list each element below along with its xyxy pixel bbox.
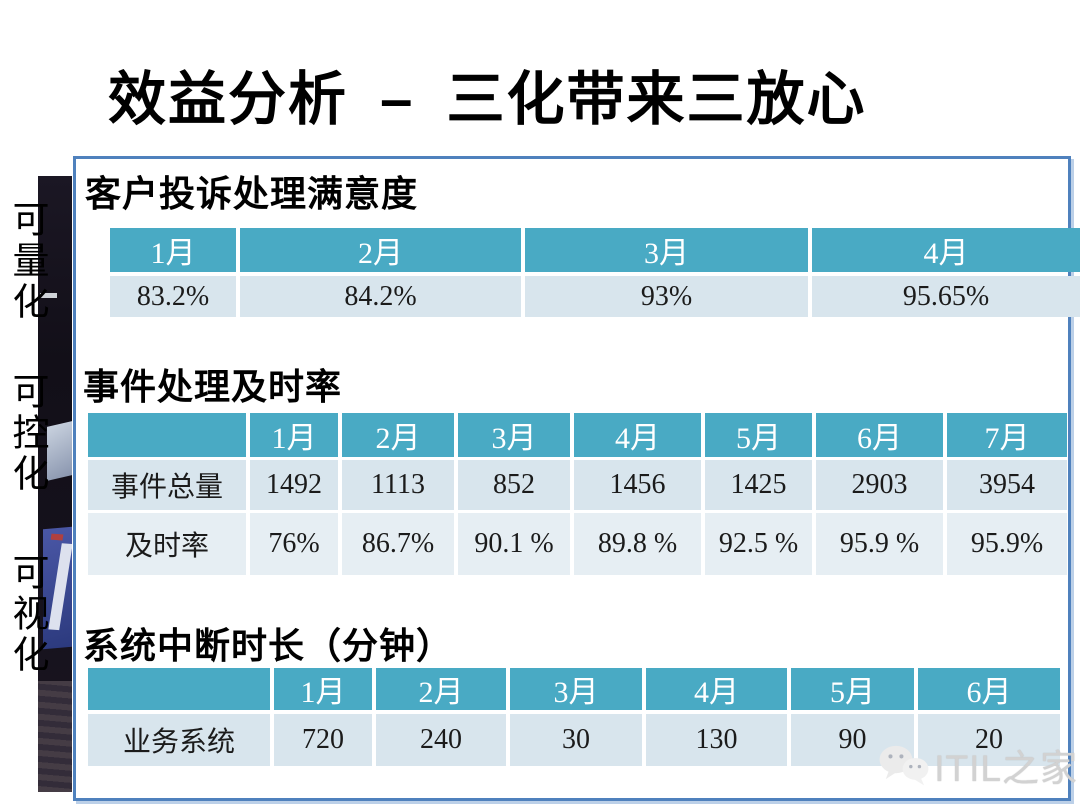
content-panel	[73, 156, 1071, 801]
data-cell: 92.5 %	[705, 513, 812, 575]
column-header-cell: 4月	[574, 413, 701, 457]
column-header-cell: 6月	[816, 413, 943, 457]
column-header-cell: 4月	[646, 668, 787, 710]
column-header-cell: 5月	[705, 413, 812, 457]
data-cell: 1425	[705, 460, 812, 510]
side-label-measurable: 可量化	[6, 200, 47, 323]
data-cell: 3954	[947, 460, 1067, 510]
photo-strip-highlight	[40, 293, 57, 298]
data-cell: 30	[510, 714, 642, 766]
column-header-cell: 6月	[918, 668, 1060, 710]
column-header-cell: 3月	[525, 228, 808, 272]
data-cell: 76%	[250, 513, 338, 575]
watermark: ITIL之家	[878, 736, 1078, 794]
data-cell: 95.9%	[947, 513, 1067, 575]
data-cell: 95.9 %	[816, 513, 943, 575]
column-header-cell: 1月	[110, 228, 236, 272]
slide-title: 效益分析 – 三化带来三放心	[108, 67, 867, 132]
row-label-cell: 业务系统	[88, 714, 270, 766]
photo-blue-screen-icon	[43, 526, 72, 650]
data-cell: 1492	[250, 460, 338, 510]
wechat-icon	[879, 745, 929, 786]
data-cell: 130	[646, 714, 787, 766]
data-cell: 720	[274, 714, 372, 766]
column-header-cell: 5月	[791, 668, 914, 710]
downtime-table: 1月 2月 3月 4月 5月 6月 业务系统 720 240 30 130 90…	[88, 668, 1060, 766]
data-cell: 1113	[342, 460, 454, 510]
column-header-cell: 3月	[510, 668, 642, 710]
column-header-cell: 1月	[274, 668, 372, 710]
column-header-cell: 3月	[458, 413, 570, 457]
column-header-cell	[88, 413, 246, 457]
incident-table: 1月 2月 3月 4月 5月 6月 7月 事件总量 1492 1113 852 …	[88, 413, 1067, 575]
data-cell: 852	[458, 460, 570, 510]
data-cell: 2903	[816, 460, 943, 510]
data-cell: 83.2%	[110, 276, 236, 317]
column-header-cell: 7月	[947, 413, 1067, 457]
column-header-cell: 2月	[342, 413, 454, 457]
section-heading-timeliness: 事件处理及时率	[83, 366, 343, 407]
photo-strip	[38, 176, 72, 792]
data-cell: 240	[376, 714, 506, 766]
row-label-cell: 及时率	[88, 513, 246, 575]
data-cell: 93%	[525, 276, 808, 317]
column-header-cell: 2月	[240, 228, 521, 272]
photo-monitor-icon	[47, 421, 72, 481]
column-header-cell	[88, 668, 270, 710]
data-cell: 86.7%	[342, 513, 454, 575]
column-header-cell: 1月	[250, 413, 338, 457]
column-header-cell: 4月	[812, 228, 1080, 272]
data-cell: 90.1 %	[458, 513, 570, 575]
section-heading-downtime: 系统中断时长（分钟）	[83, 625, 454, 666]
section-heading-satisfaction: 客户投诉处理满意度	[85, 173, 419, 214]
data-cell: 95.65%	[812, 276, 1080, 317]
row-label-cell: 事件总量	[88, 460, 246, 510]
side-label-visualizable: 可视化	[6, 553, 47, 676]
column-header-cell: 2月	[376, 668, 506, 710]
watermark-text: ITIL之家	[934, 748, 1078, 789]
data-cell: 89.8 %	[574, 513, 701, 575]
side-label-controllable: 可控化	[6, 372, 47, 495]
data-cell: 1456	[574, 460, 701, 510]
photo-keyboard-icon	[38, 681, 72, 792]
data-cell: 84.2%	[240, 276, 521, 317]
satisfaction-table: 1月 2月 3月 4月 83.2% 84.2% 93% 95.65%	[110, 228, 1080, 317]
data-cell: 20	[918, 714, 1060, 766]
